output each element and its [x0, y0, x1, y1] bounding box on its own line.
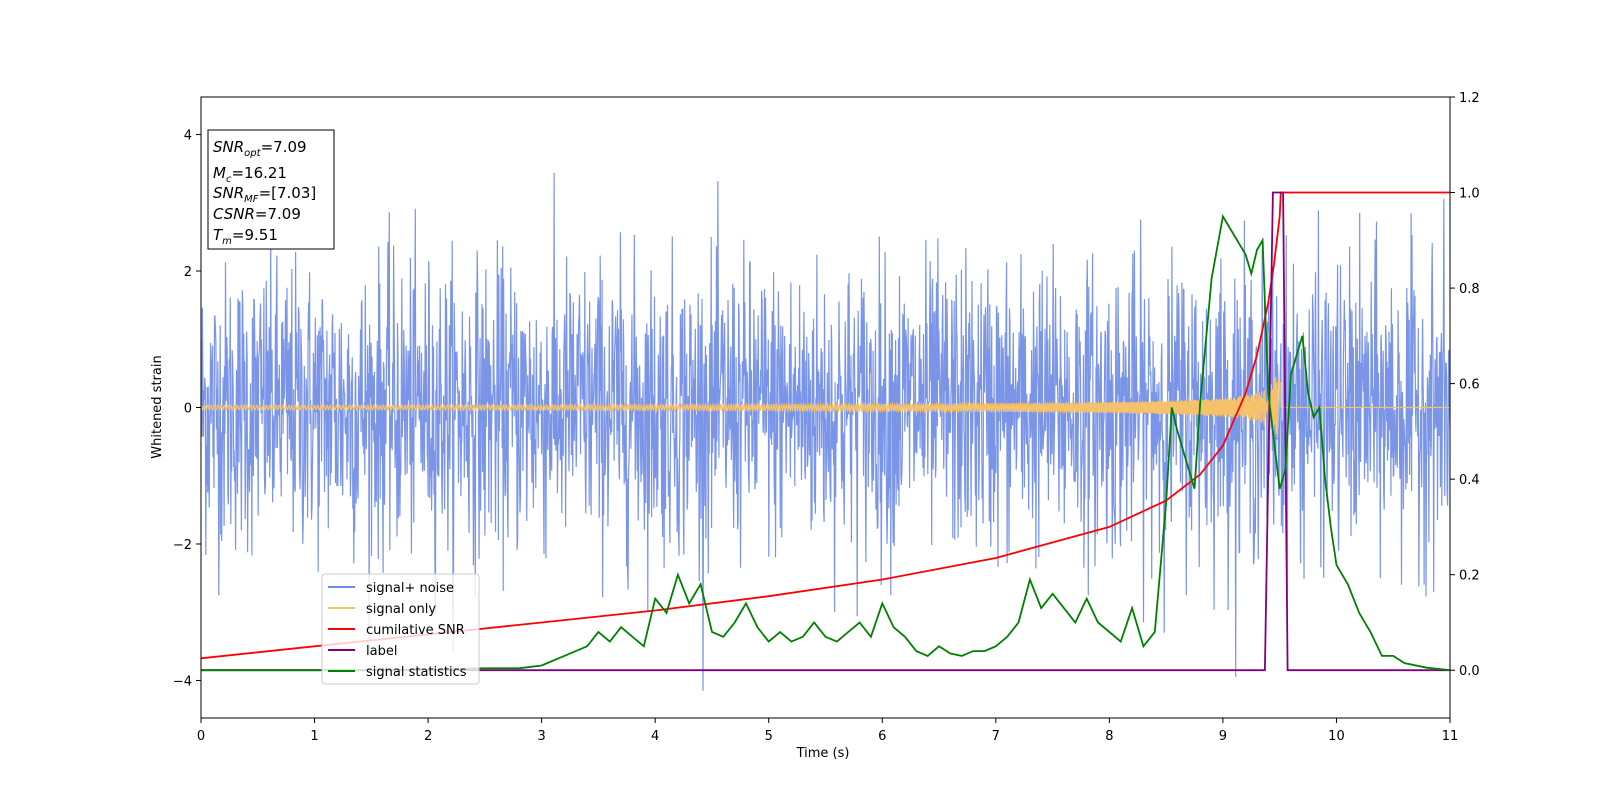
annotation-line: Mc=16.21 — [213, 164, 287, 185]
legend-label: label — [366, 644, 397, 659]
y2-tick-label: 0.8 — [1459, 282, 1480, 297]
x-tick-label: 0 — [197, 729, 205, 744]
x-tick-label: 9 — [1219, 729, 1227, 744]
y2-tick-label: 0.4 — [1459, 473, 1480, 488]
legend-label: signal only — [366, 602, 436, 617]
y-axis-left: 4 2 0 −2 −4 — [173, 129, 201, 689]
x-axis: 0 1 2 3 4 5 6 7 8 9 10 11 — [197, 718, 1458, 744]
legend: signal+ noise signal only cumilative SNR la… — [321, 573, 480, 685]
y-axis-label: Whitened strain — [150, 355, 165, 458]
y-tick-label: −2 — [173, 538, 192, 553]
annotation-line: Tm=9.51 — [213, 226, 278, 247]
x-tick-label: 3 — [537, 729, 545, 744]
x-tick-label: 1 — [310, 729, 318, 744]
y2-tick-label: 1.0 — [1459, 187, 1480, 202]
legend-label: signal+ noise — [366, 581, 454, 596]
y2-tick-label: 0.2 — [1459, 569, 1480, 584]
legend-label: signal statistics — [366, 665, 467, 680]
y-tick-label: 2 — [184, 265, 192, 280]
legend-label: cumilative SNR — [366, 623, 465, 638]
series-label — [201, 191, 1450, 672]
y-tick-label: −4 — [173, 674, 192, 689]
annotation-line: CSNR=7.09 — [213, 205, 301, 223]
annotation-line: SNRopt=7.09 — [213, 138, 307, 159]
y2-tick-label: 0.0 — [1459, 664, 1480, 679]
x-tick-label: 7 — [992, 729, 1000, 744]
series-signal-noise — [201, 172, 1450, 691]
annotation-line: SNRMF=[7.03] — [213, 184, 316, 205]
series-signal-only — [201, 376, 1450, 438]
plot-area — [201, 172, 1450, 691]
y-axis-right: 1.2 1.0 0.8 0.6 0.4 0.2 0.0 — [1450, 91, 1480, 679]
x-tick-label: 5 — [765, 729, 773, 744]
y2-tick-label: 1.2 — [1459, 91, 1480, 106]
x-tick-label: 8 — [1105, 729, 1113, 744]
y-tick-label: 4 — [184, 129, 192, 144]
x-tick-label: 4 — [651, 729, 659, 744]
y2-tick-label: 0.6 — [1459, 378, 1480, 393]
series-signal-statistics — [201, 213, 1450, 672]
x-tick-label: 10 — [1328, 729, 1345, 744]
x-tick-label: 6 — [878, 729, 886, 744]
y-tick-label: 0 — [184, 402, 192, 417]
x-tick-label: 2 — [424, 729, 432, 744]
x-tick-label: 11 — [1442, 729, 1459, 744]
x-axis-label: Time (s) — [796, 746, 850, 761]
legend-frame — [321, 573, 480, 685]
annotation-box: SNRopt=7.09 Mc=16.21 SNRMF=[7.03] CSNR=7… — [207, 129, 335, 250]
